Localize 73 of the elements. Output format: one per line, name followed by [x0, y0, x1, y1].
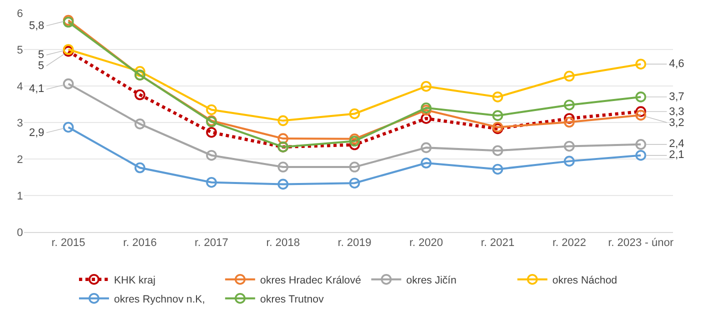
- point: [206, 176, 217, 188]
- y-tick-label: 0: [16, 226, 23, 239]
- point: [278, 133, 288, 144]
- legend-label: okres Náchod: [552, 274, 618, 286]
- point: [349, 139, 360, 150]
- legend-label: okres Hradec Králové: [260, 274, 362, 286]
- point: [62, 122, 74, 133]
- point: [206, 126, 217, 138]
- legend-label: KHK kraj: [114, 274, 156, 286]
- data-label: 5,8: [29, 20, 44, 32]
- data-label: 3,3: [669, 106, 684, 118]
- y-tick-label: 2: [16, 154, 23, 166]
- x-tick-label: r. 2023 - únor: [608, 237, 674, 250]
- y-tick-label: 4: [16, 80, 23, 93]
- point: [564, 70, 575, 82]
- point: [564, 113, 575, 124]
- point: [420, 80, 432, 92]
- point: [134, 66, 146, 77]
- y-tick-label: 5: [16, 44, 23, 56]
- x-tick-label: r. 2021: [480, 237, 515, 250]
- data-label: 2,4: [669, 138, 684, 150]
- data-label: 2,1: [669, 149, 684, 161]
- point: [564, 116, 575, 128]
- point: [278, 115, 288, 126]
- point: [349, 108, 360, 120]
- data-label: 3,7: [669, 91, 684, 103]
- point: [420, 113, 432, 124]
- point: [349, 178, 360, 188]
- point: [420, 158, 432, 168]
- data-label: 4,1: [29, 83, 44, 95]
- legend-label: okres Rychnov n.K,: [114, 293, 206, 306]
- x-tick-label: r. 2022: [552, 237, 586, 250]
- point: [349, 162, 360, 172]
- point: [278, 162, 288, 172]
- point: [349, 134, 360, 144]
- point: [635, 106, 646, 117]
- point: [635, 139, 646, 150]
- point: [492, 145, 504, 156]
- point: [564, 156, 575, 167]
- data-label: 2,9: [29, 127, 44, 139]
- data-label: 5: [38, 60, 44, 72]
- point: [635, 110, 646, 121]
- point: [134, 118, 146, 130]
- point: [492, 92, 504, 102]
- x-tick-label: r. 2019: [338, 237, 372, 250]
- point: [635, 92, 646, 102]
- x-tick-label: r. 2015: [52, 237, 86, 250]
- point: [278, 178, 288, 190]
- data-label: 3,2: [669, 117, 684, 129]
- legend-label: okres Trutnov: [260, 293, 324, 306]
- point: [134, 89, 146, 100]
- legend-label: okres Jičín: [406, 274, 457, 286]
- x-tick-label: r. 2016: [123, 237, 157, 250]
- point: [206, 150, 217, 161]
- point: [492, 164, 504, 175]
- point: [134, 162, 146, 174]
- y-tick-label: 3: [16, 117, 23, 130]
- point: [564, 100, 575, 110]
- y-tick-label: 6: [16, 8, 23, 20]
- point: [635, 150, 646, 161]
- point: [564, 140, 575, 152]
- y-tick-label: 1: [16, 190, 23, 202]
- point: [206, 104, 217, 116]
- point: [635, 58, 646, 70]
- data-label: 5: [38, 49, 44, 61]
- x-tick-label: r. 2020: [409, 237, 443, 250]
- point: [492, 110, 504, 121]
- x-tick-label: r. 2017: [194, 237, 228, 250]
- x-tick-label: r. 2018: [266, 237, 300, 250]
- point: [349, 136, 360, 147]
- point: [420, 142, 432, 154]
- point: [62, 78, 74, 90]
- data-label: 4,6: [669, 58, 684, 70]
